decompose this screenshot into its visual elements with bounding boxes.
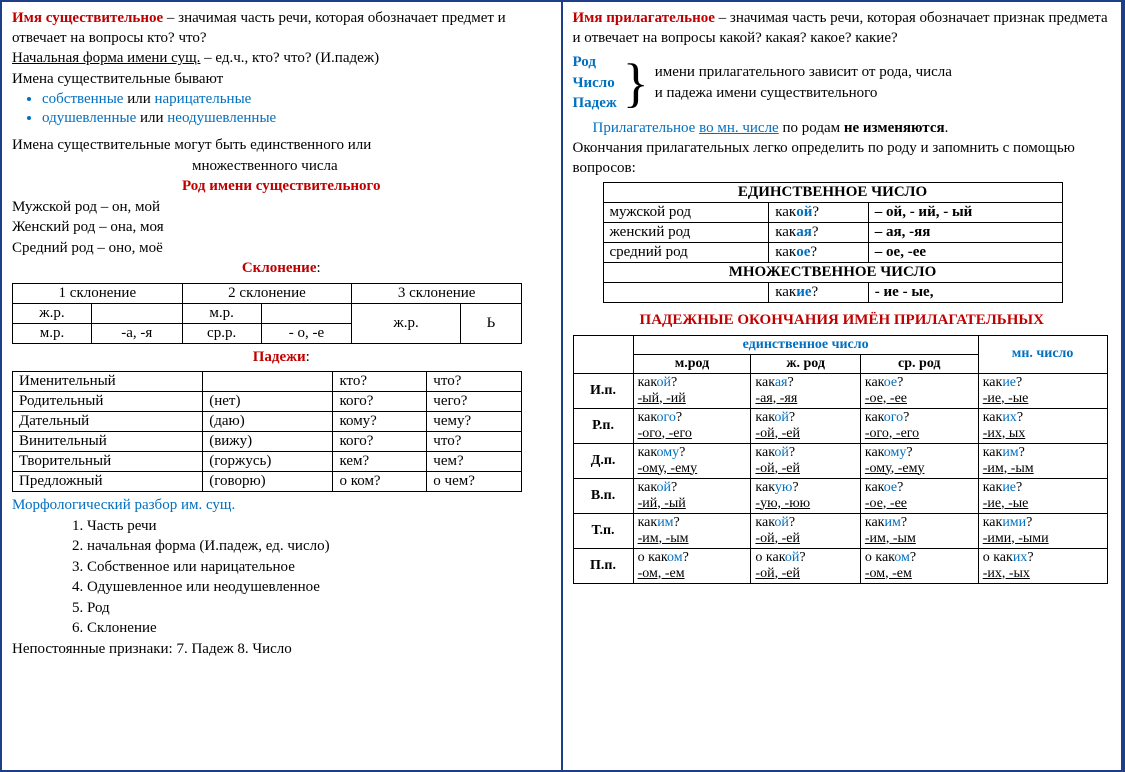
noun-definition: Имя существительное – значимая часть реч… — [12, 9, 551, 48]
bullet-proper: собственные или нарицательные — [42, 91, 551, 108]
gender-n: Средний род – оно, моё — [12, 239, 551, 259]
number-line2: множественного числа — [192, 157, 551, 177]
initial-form: Начальная форма имени сущ. – ед.ч., кто?… — [12, 49, 551, 69]
nouns-can-be: Имена существительные бывают — [12, 70, 551, 90]
noun-types-list: собственные или нарицательные одушевленн… — [42, 91, 551, 127]
declension-header: Склонение: — [12, 259, 551, 279]
singular-table: ЕДИНСТВЕННОЕ ЧИСЛО мужской родкакой?– ой… — [603, 182, 1063, 303]
right-column: Имя прилагательное – значимая часть речи… — [563, 2, 1124, 770]
cases-table: Именительныйкто?что?Родительный(нет)кого… — [12, 371, 522, 492]
case-endings-header: ПАДЕЖНЫЕ ОКОНЧАНИЯ ИМЁН ПРИЛАГАТЕЛЬНЫХ — [573, 311, 1112, 331]
endings-note: Окончания прилагательных легко определит… — [573, 139, 1112, 178]
gender-header: Род имени существительного — [12, 177, 551, 197]
gender-f: Женский род – она, моя — [12, 218, 551, 238]
cases-header: Падежи: — [12, 348, 551, 368]
morph-header: Морфологический разбор им. сущ. — [12, 496, 551, 516]
bullet-animate: одушевленные или неодушевленные — [42, 110, 551, 127]
morph-list: 1. Часть речи2. начальная форма (И.падеж… — [72, 517, 551, 639]
adj-plural-note: Прилагательное во мн. числе по родам не … — [593, 119, 1112, 139]
number-line1: Имена существительные могут быть единств… — [12, 136, 551, 156]
nonconstant: Непостоянные признаки: 7. Падеж 8. Число — [12, 640, 551, 660]
noun-title: Имя существительное — [12, 10, 163, 26]
adj-definition: Имя прилагательное – значимая часть речи… — [573, 9, 1112, 48]
left-column: Имя существительное – значимая часть реч… — [2, 2, 563, 770]
adj-gender-block: Род Число Падеж } имени прилагательного … — [573, 52, 1112, 115]
gender-m: Мужской род – он, мой — [12, 198, 551, 218]
adj-title: Имя прилагательное — [573, 10, 715, 26]
declension-table: 1 склонение 2 склонение 3 склонение ж.р.… — [12, 283, 522, 344]
case-endings-table: единственное число мн. число м.род ж. ро… — [573, 335, 1108, 584]
brace-icon: } — [623, 56, 649, 110]
